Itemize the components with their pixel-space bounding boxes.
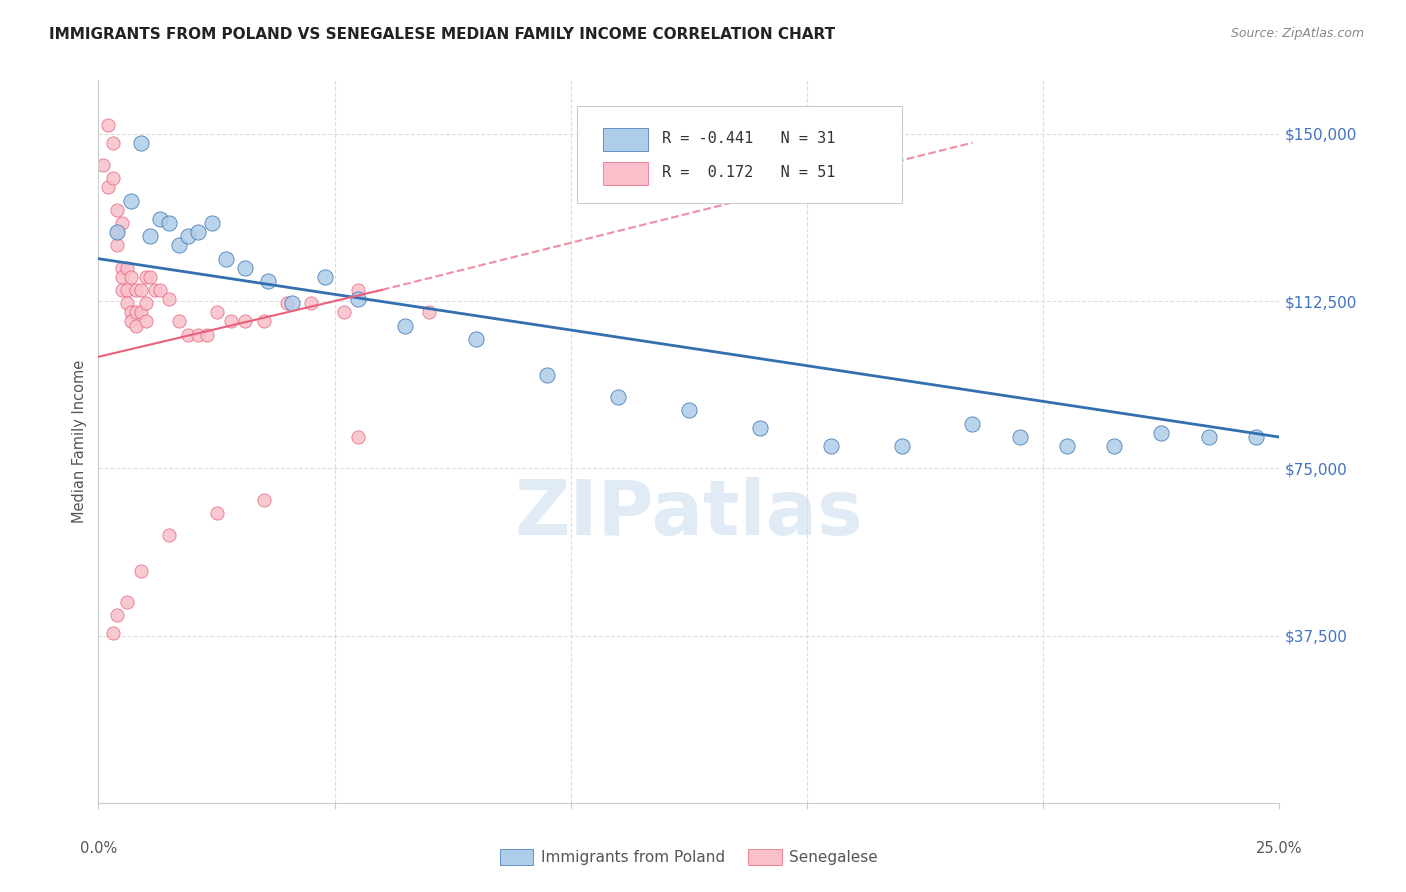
Point xyxy=(299,296,322,310)
Point xyxy=(1244,430,1267,444)
Point xyxy=(149,283,172,297)
Point xyxy=(135,296,157,310)
FancyBboxPatch shape xyxy=(576,105,901,203)
Point xyxy=(418,305,440,319)
Point xyxy=(139,229,162,244)
Point xyxy=(187,327,209,342)
Point xyxy=(333,305,356,319)
Point xyxy=(105,225,128,239)
Y-axis label: Median Family Income: Median Family Income xyxy=(72,359,87,524)
Point xyxy=(115,260,138,275)
Point xyxy=(97,180,120,194)
Point xyxy=(1150,425,1173,440)
Point xyxy=(281,296,304,310)
Point xyxy=(143,283,166,297)
Point xyxy=(678,403,700,417)
Point xyxy=(121,269,143,284)
Point xyxy=(111,283,134,297)
Point xyxy=(91,158,114,172)
Point xyxy=(105,608,128,623)
Point xyxy=(347,292,370,306)
Point xyxy=(111,269,134,284)
Point xyxy=(820,439,842,453)
Point xyxy=(890,439,912,453)
Text: 25.0%: 25.0% xyxy=(1256,841,1303,856)
Text: 0.0%: 0.0% xyxy=(80,841,117,856)
Text: R =  0.172   N = 51: R = 0.172 N = 51 xyxy=(662,165,835,180)
FancyBboxPatch shape xyxy=(603,162,648,185)
Point xyxy=(115,296,138,310)
Point xyxy=(129,305,152,319)
Point xyxy=(121,194,143,208)
Point xyxy=(97,118,120,132)
Point xyxy=(135,314,157,328)
Text: IMMIGRANTS FROM POLAND VS SENEGALESE MEDIAN FAMILY INCOME CORRELATION CHART: IMMIGRANTS FROM POLAND VS SENEGALESE MED… xyxy=(49,27,835,42)
Point xyxy=(115,283,138,297)
Point xyxy=(139,269,162,284)
Point xyxy=(157,216,180,230)
Point xyxy=(135,269,157,284)
Point xyxy=(111,216,134,230)
Point xyxy=(219,314,242,328)
Point xyxy=(1008,430,1031,444)
Point xyxy=(129,136,152,150)
Point xyxy=(177,229,200,244)
Point xyxy=(149,211,172,226)
Point xyxy=(105,238,128,252)
Point xyxy=(121,305,143,319)
Point xyxy=(101,171,124,186)
Point xyxy=(167,238,190,252)
Point xyxy=(253,314,276,328)
Point xyxy=(1102,439,1125,453)
Point xyxy=(115,595,138,609)
Point xyxy=(167,314,190,328)
Point xyxy=(125,305,148,319)
Point xyxy=(465,332,488,346)
Point xyxy=(157,528,180,542)
Point xyxy=(536,368,558,382)
FancyBboxPatch shape xyxy=(603,128,648,151)
Point xyxy=(314,269,336,284)
Point xyxy=(1056,439,1078,453)
Point xyxy=(205,305,228,319)
Point xyxy=(607,390,630,404)
Point xyxy=(1198,430,1220,444)
Point xyxy=(276,296,298,310)
Text: Source: ZipAtlas.com: Source: ZipAtlas.com xyxy=(1230,27,1364,40)
Point xyxy=(195,327,218,342)
Point xyxy=(177,327,200,342)
Point xyxy=(187,225,209,239)
Point xyxy=(129,564,152,578)
Legend: Immigrants from Poland, Senegalese: Immigrants from Poland, Senegalese xyxy=(494,843,884,871)
Point xyxy=(394,318,416,333)
Point xyxy=(101,136,124,150)
Point xyxy=(347,283,370,297)
Point xyxy=(962,417,984,431)
Point xyxy=(101,626,124,640)
Point xyxy=(157,292,180,306)
Point xyxy=(125,318,148,333)
Point xyxy=(111,260,134,275)
Point xyxy=(105,225,128,239)
Point xyxy=(125,283,148,297)
Point xyxy=(233,260,256,275)
Point xyxy=(129,283,152,297)
Point xyxy=(121,314,143,328)
Point xyxy=(748,421,770,435)
Text: ZIPatlas: ZIPatlas xyxy=(515,477,863,550)
Point xyxy=(205,506,228,520)
Point xyxy=(215,252,238,266)
Point xyxy=(257,274,280,288)
Point xyxy=(105,202,128,217)
Point xyxy=(233,314,256,328)
Text: R = -0.441   N = 31: R = -0.441 N = 31 xyxy=(662,131,835,146)
Point xyxy=(201,216,224,230)
Point xyxy=(253,492,276,507)
Point xyxy=(347,430,370,444)
